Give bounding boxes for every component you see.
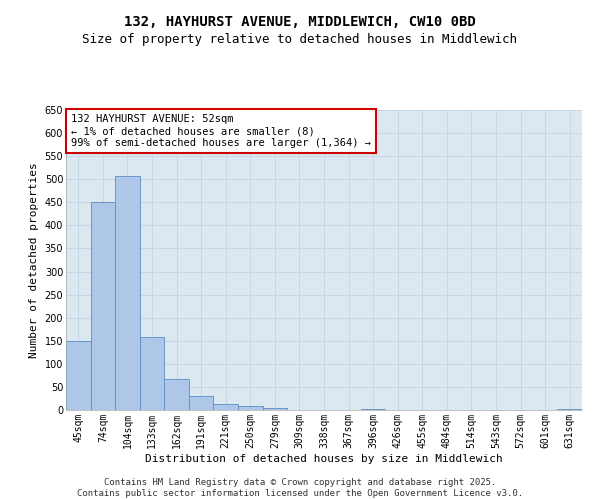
- Bar: [557, 408, 582, 410]
- Bar: [115, 176, 140, 410]
- Text: 132 HAYHURST AVENUE: 52sqm
← 1% of detached houses are smaller (8)
99% of semi-d: 132 HAYHURST AVENUE: 52sqm ← 1% of detac…: [71, 114, 371, 148]
- Bar: [238, 406, 263, 410]
- Text: 132, HAYHURST AVENUE, MIDDLEWICH, CW10 0BD: 132, HAYHURST AVENUE, MIDDLEWICH, CW10 0…: [124, 15, 476, 29]
- Text: Size of property relative to detached houses in Middlewich: Size of property relative to detached ho…: [83, 32, 517, 46]
- Bar: [66, 341, 91, 410]
- Bar: [214, 404, 238, 410]
- Bar: [361, 409, 385, 410]
- Bar: [140, 337, 164, 410]
- X-axis label: Distribution of detached houses by size in Middlewich: Distribution of detached houses by size …: [145, 454, 503, 464]
- Bar: [189, 396, 214, 410]
- Bar: [164, 378, 189, 410]
- Text: Contains HM Land Registry data © Crown copyright and database right 2025.
Contai: Contains HM Land Registry data © Crown c…: [77, 478, 523, 498]
- Bar: [91, 202, 115, 410]
- Bar: [263, 408, 287, 410]
- Y-axis label: Number of detached properties: Number of detached properties: [29, 162, 39, 358]
